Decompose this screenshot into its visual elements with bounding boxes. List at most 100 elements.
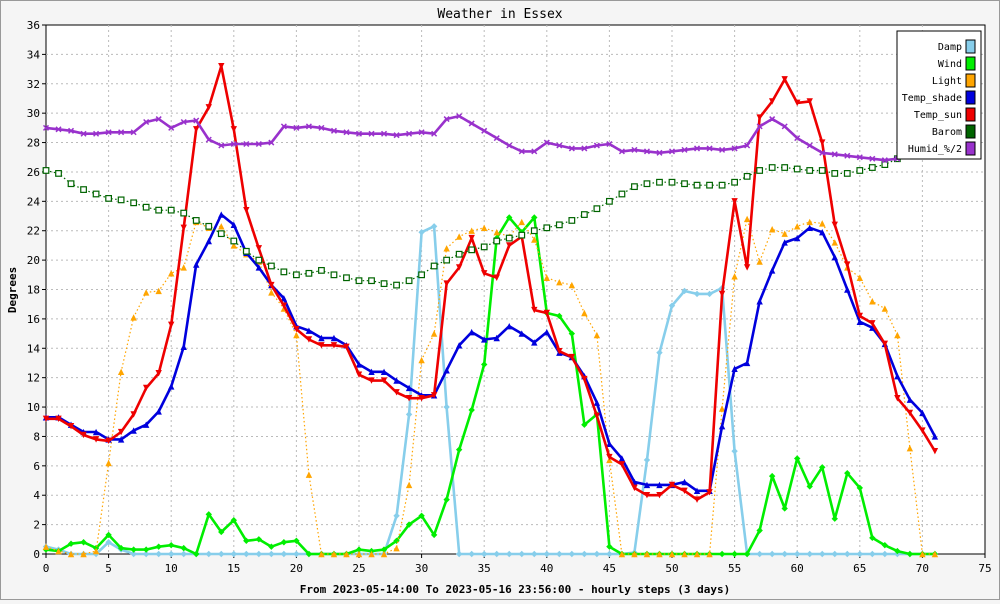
- data-point-damp: [230, 550, 237, 558]
- x-tick-label: 50: [665, 562, 678, 575]
- data-point-barom: [455, 250, 463, 258]
- data-point-damp: [493, 550, 500, 558]
- data-point-humid-2-stroke: [205, 136, 212, 143]
- data-point-temp-sun: [731, 198, 738, 205]
- data-point-humid-2: [869, 155, 876, 162]
- data-point-humid-2: [518, 148, 525, 155]
- data-point-light: [531, 236, 538, 243]
- data-point-barom: [443, 256, 451, 264]
- data-point-temp-sun: [906, 409, 914, 417]
- data-point-light: [656, 550, 663, 558]
- data-point-temp-sun: [255, 245, 263, 252]
- data-point-humid-2: [844, 152, 851, 159]
- data-point-light: [67, 550, 75, 558]
- data-point-temp-shade: [180, 343, 187, 351]
- series-light: [42, 215, 939, 558]
- data-point-barom: [405, 277, 413, 285]
- series-temp-sun: [42, 62, 939, 503]
- data-point-humid-2-stroke: [381, 130, 388, 137]
- data-point-temp-sun: [305, 336, 313, 343]
- data-point-wind: [243, 537, 250, 544]
- data-point-humid-2: [355, 130, 363, 137]
- data-point-humid-2-stroke: [180, 118, 187, 126]
- data-point-temp-sun: [293, 325, 300, 333]
- data-point-humid-2: [531, 148, 538, 155]
- data-point-damp: [255, 550, 263, 558]
- data-point-wind: [280, 539, 288, 546]
- data-point-damp: [468, 550, 475, 558]
- x-axis-ticks: 0 5 10 15 20 25 30 35 40 45 50 55 60 65 70 75: [43, 554, 992, 575]
- data-point-humid-2: [255, 140, 262, 148]
- data-point-barom: [80, 186, 87, 193]
- data-point-wind: [806, 483, 813, 490]
- data-point-temp-sun: [869, 320, 876, 327]
- data-point-humid-2: [668, 148, 676, 155]
- data-point-humid-2-stroke: [468, 120, 475, 127]
- data-point-temp-shade: [681, 478, 688, 486]
- data-point-light: [831, 239, 838, 246]
- data-point-temp-sun: [180, 224, 187, 231]
- data-point-temp-sun: [67, 422, 75, 430]
- data-point-temp-shade: [531, 339, 538, 346]
- data-point-humid-2: [468, 120, 475, 127]
- data-point-humid-2: [155, 116, 162, 123]
- data-point-barom: [818, 167, 826, 174]
- y-axis-label: Degrees: [6, 267, 19, 313]
- data-point-wind: [781, 505, 788, 512]
- data-point-temp-sun: [105, 437, 112, 445]
- data-point-damp: [105, 539, 112, 546]
- data-point-humid-2: [543, 139, 550, 146]
- data-point-light: [318, 550, 325, 558]
- data-point-temp-sun: [455, 264, 463, 271]
- data-point-damp: [643, 456, 651, 464]
- data-point-barom: [293, 271, 300, 279]
- data-point-wind: [481, 361, 488, 368]
- data-point-barom: [105, 194, 113, 202]
- data-point-light: [430, 330, 438, 337]
- data-point-barom: [355, 277, 363, 285]
- data-point-barom: [693, 181, 701, 189]
- data-point-humid-2-stroke: [681, 146, 688, 153]
- data-point-light: [756, 258, 763, 265]
- data-point-light: [268, 289, 275, 296]
- data-point-humid-2: [794, 135, 801, 142]
- data-point-temp-sun: [844, 261, 851, 268]
- data-point-temp-sun: [856, 312, 863, 320]
- data-point-humid-2: [193, 117, 200, 124]
- data-point-temp-shade: [355, 361, 363, 368]
- data-point-humid-2-stroke: [744, 142, 751, 149]
- data-point-temp-sun: [919, 427, 926, 434]
- data-point-humid-2: [881, 157, 888, 164]
- data-point-humid-2-stroke: [305, 123, 312, 130]
- data-point-wind: [455, 446, 463, 453]
- data-point-humid-2-stroke: [819, 149, 826, 156]
- data-point-humid-2-stroke: [869, 155, 876, 162]
- data-point-damp: [844, 550, 851, 558]
- data-point-humid-2-stroke: [493, 135, 500, 142]
- data-point-barom: [731, 178, 738, 186]
- data-point-temp-sun: [631, 484, 638, 492]
- data-point-light: [543, 274, 550, 281]
- y-tick-label: 8: [33, 430, 40, 443]
- data-point-light: [455, 233, 463, 240]
- data-point-barom: [217, 230, 225, 238]
- data-point-humid-2: [769, 116, 776, 123]
- data-point-humid-2-stroke: [506, 142, 513, 149]
- data-point-barom: [580, 211, 588, 218]
- data-point-temp-shade: [130, 427, 137, 434]
- data-point-light: [768, 226, 776, 233]
- data-point-light: [418, 356, 425, 364]
- data-point-temp-sun: [193, 126, 200, 133]
- data-point-damp: [418, 228, 425, 236]
- data-point-humid-2: [168, 124, 175, 131]
- data-point-damp: [831, 550, 838, 558]
- data-point-wind: [794, 455, 801, 462]
- data-point-temp-sun: [142, 384, 150, 392]
- data-point-temp-shade: [656, 481, 663, 489]
- data-point-temp-sun: [556, 348, 563, 355]
- data-point-barom: [142, 203, 150, 211]
- series-line-temp-shade: [46, 213, 937, 493]
- data-point-damp: [430, 223, 438, 230]
